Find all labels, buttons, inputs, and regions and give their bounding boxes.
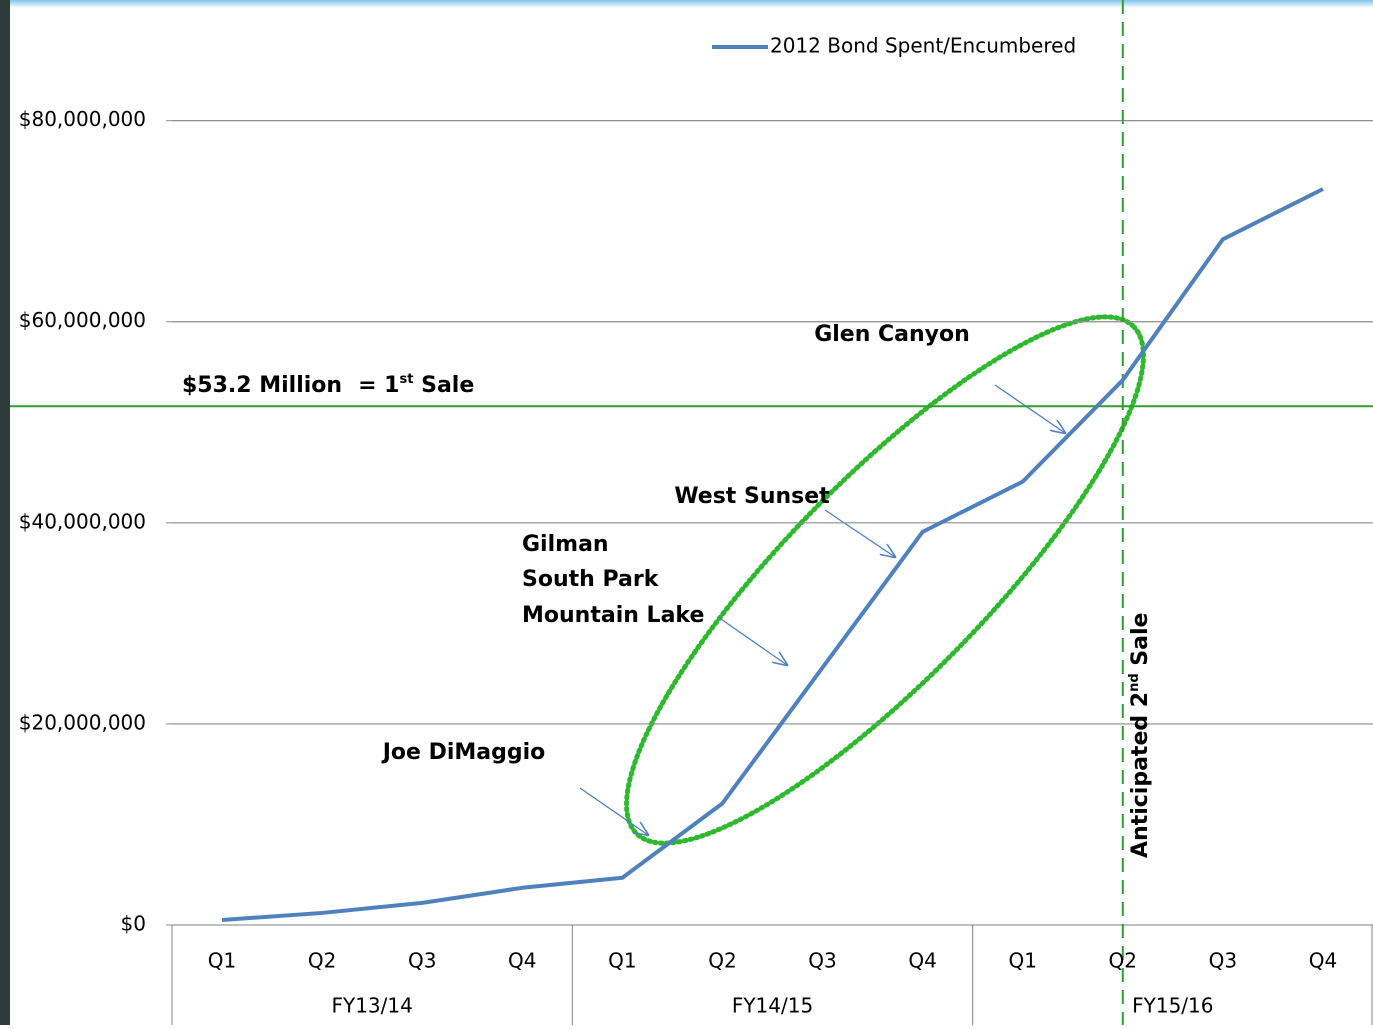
y-tick-label: $60,000,000 — [19, 308, 146, 332]
left-band — [0, 0, 10, 1025]
x-tick-label: Q3 — [408, 949, 436, 973]
x-tick-label: Q4 — [908, 949, 936, 973]
reference-label: $53.2 Million = 1st Sale — [182, 372, 474, 399]
x-tick-label: Q4 — [1309, 949, 1337, 973]
arrow — [579, 787, 648, 835]
x-tick-label: Q2 — [708, 949, 736, 973]
x-axis — [172, 924, 1373, 1025]
reference-label-part: = 1 — [358, 373, 399, 398]
group-label: FY13/14 — [331, 994, 412, 1018]
y-tick-label: $20,000,000 — [19, 710, 146, 734]
top-band — [0, 0, 1373, 8]
group-label: FY14/15 — [732, 994, 813, 1018]
reference-label-part: Sale — [413, 373, 474, 398]
x-tick-label: Q4 — [508, 949, 536, 973]
reference-label-part: st — [400, 372, 414, 387]
y-tick-label: $0 — [121, 912, 146, 936]
vertical-label-part: nd — [1126, 673, 1141, 692]
vertical-label: Anticipated 2nd Sale — [1126, 613, 1153, 858]
x-tick-label: Q1 — [608, 949, 636, 973]
x-tick-label: Q2 — [308, 949, 336, 973]
reference-label-part: $53.2 Million — [182, 373, 342, 398]
arrow — [824, 509, 895, 557]
y-tick-label: $40,000,000 — [19, 509, 146, 533]
arrow — [717, 616, 787, 665]
annotation: Glen Canyon — [814, 322, 970, 347]
annotation: Joe DiMaggio — [381, 740, 546, 765]
x-tick-label: Q1 — [1008, 949, 1036, 973]
arrow — [994, 384, 1065, 433]
series-line — [221, 187, 1324, 922]
annotation: West Sunset — [674, 484, 830, 509]
x-tick-label: Q1 — [208, 949, 236, 973]
annotation: Mountain Lake — [522, 603, 704, 628]
x-tick-label: Q3 — [1209, 949, 1237, 973]
x-tick-label: Q2 — [1109, 949, 1137, 973]
vertical-label-part: Anticipated 2 — [1128, 692, 1153, 858]
x-tick-label: Q3 — [808, 949, 836, 973]
legend-label: 2012 Bond Spent/Encumbered — [770, 34, 1076, 58]
annotation: Gilman — [522, 532, 609, 557]
annotation: South Park — [522, 567, 660, 592]
y-tick-label: $80,000,000 — [19, 107, 146, 131]
group-label: FY15/16 — [1132, 994, 1213, 1018]
vertical-label-part: Sale — [1128, 613, 1153, 674]
